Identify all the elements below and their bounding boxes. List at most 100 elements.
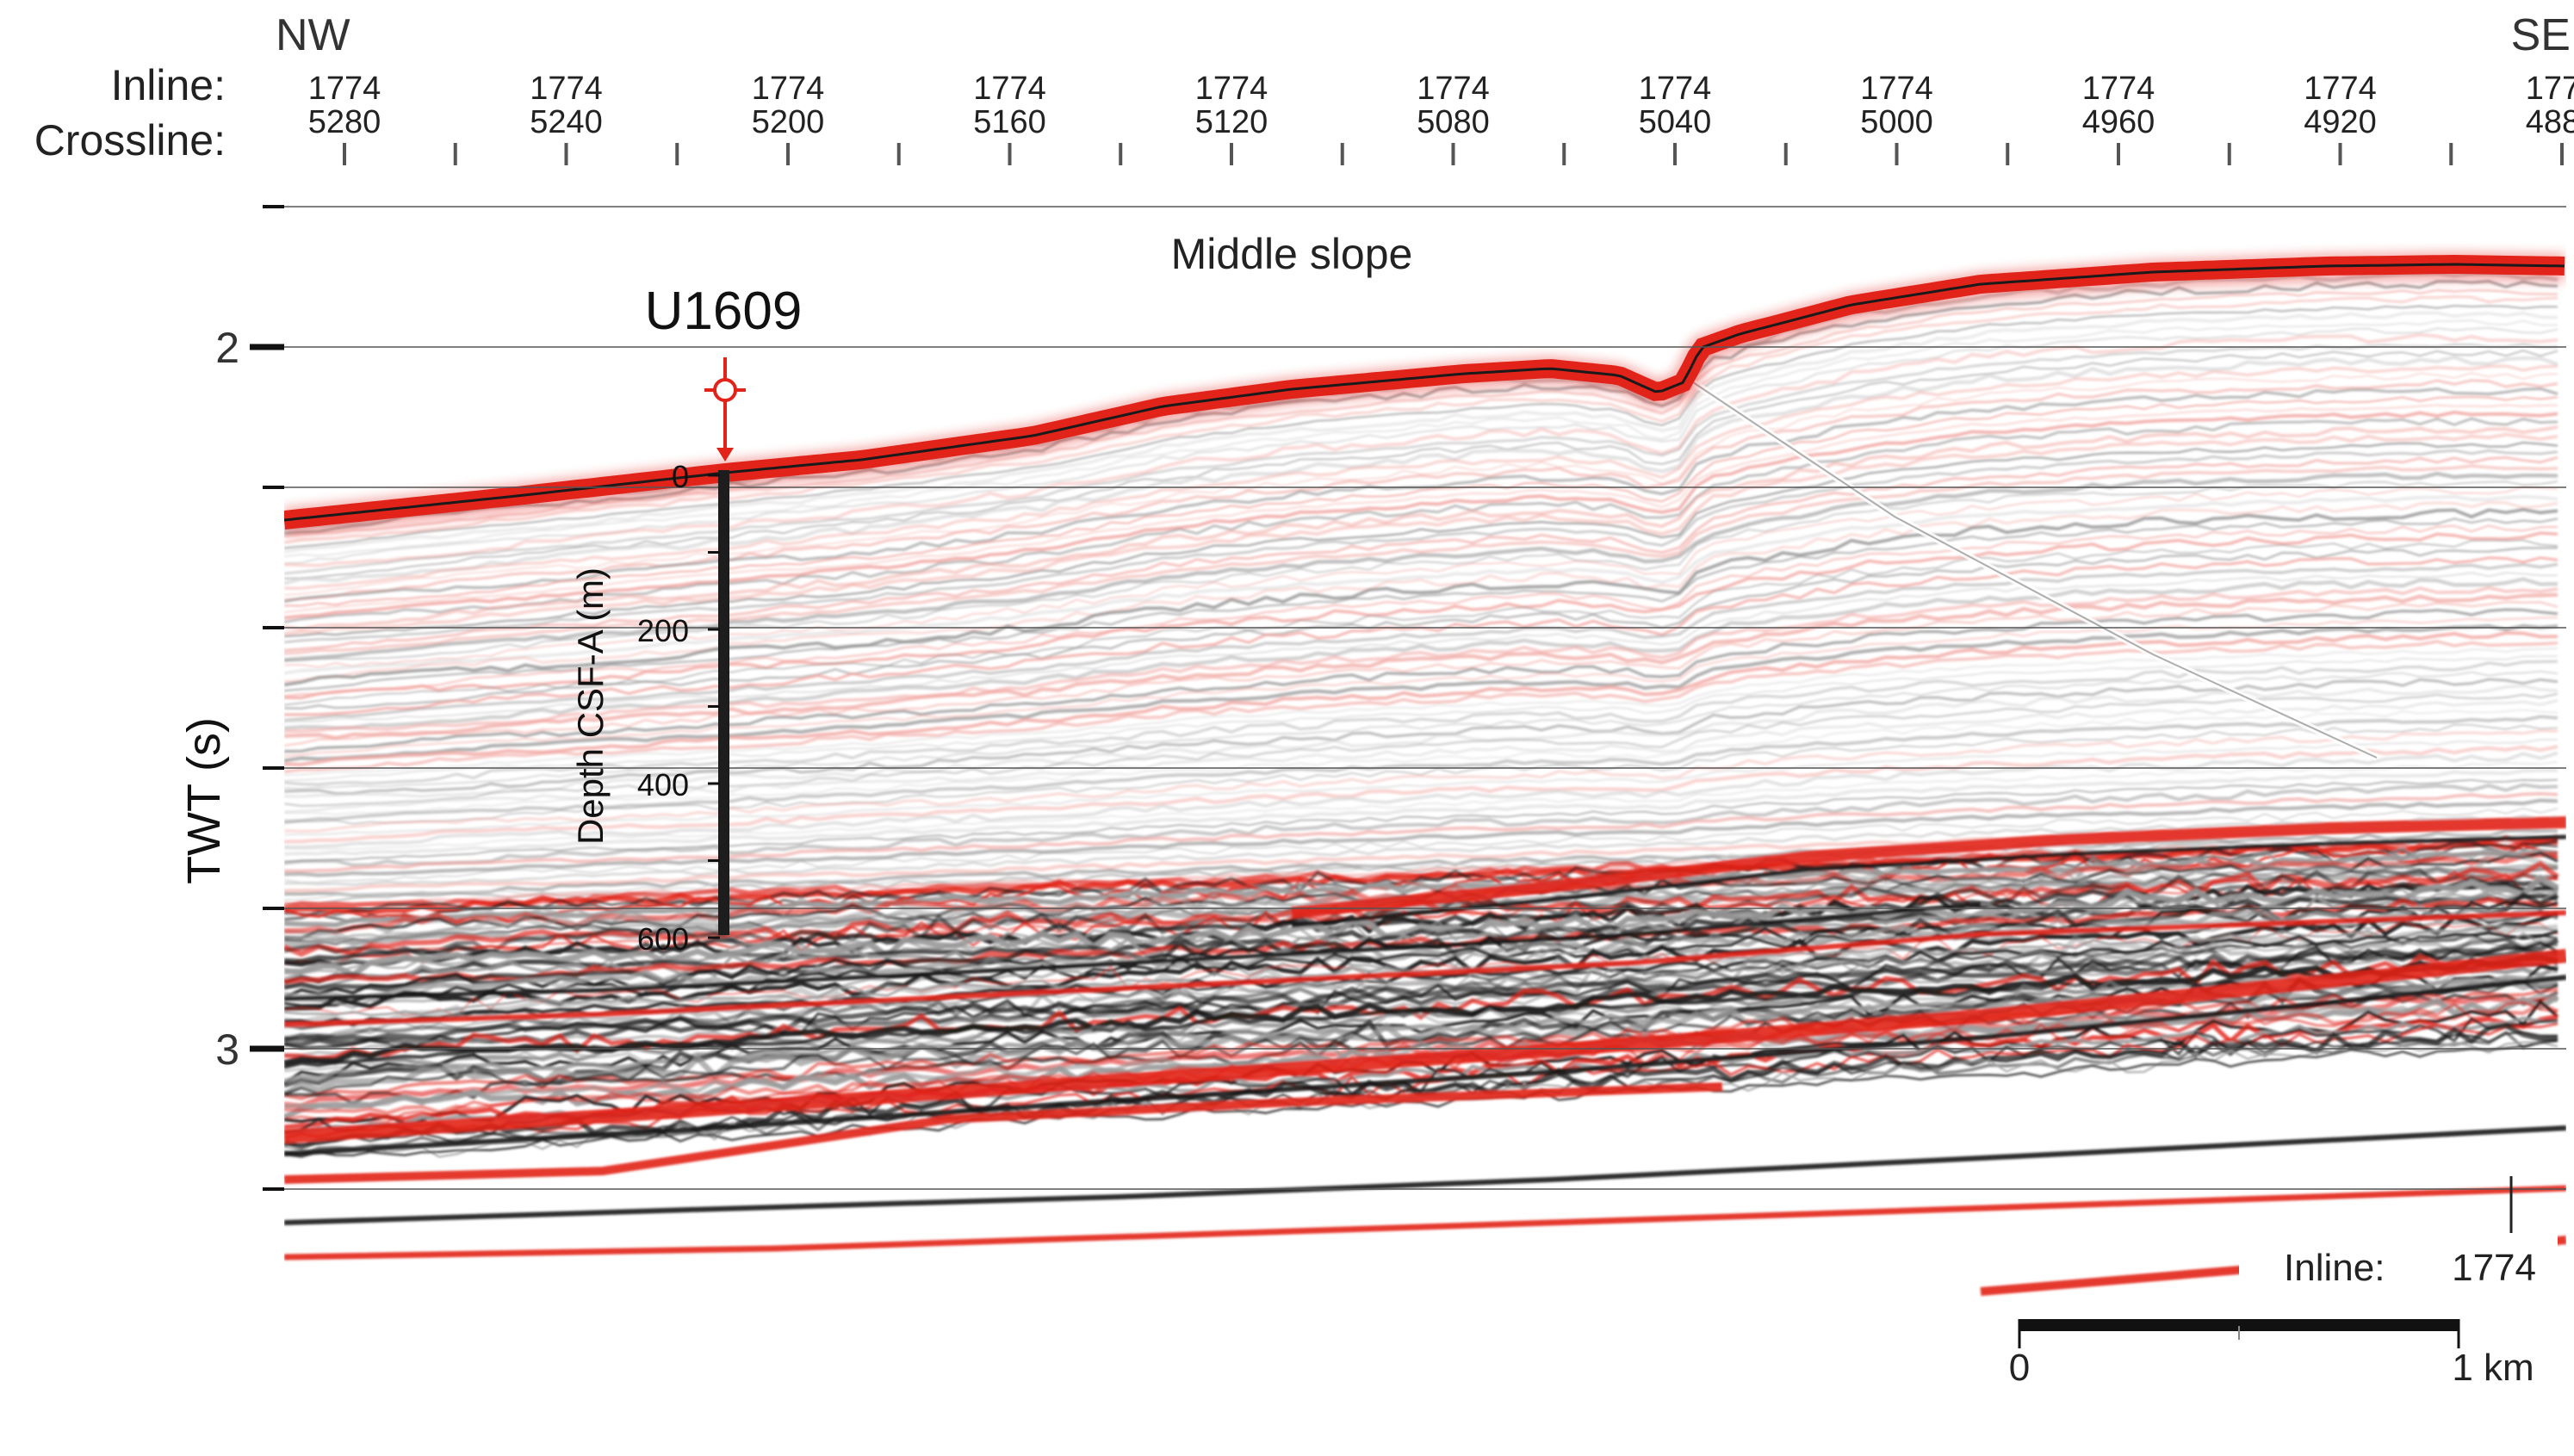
reflector-line — [284, 709, 2558, 815]
strong-reflector — [284, 901, 1982, 1001]
reflector-line — [284, 441, 2558, 638]
reflector-line — [284, 831, 2558, 901]
strong-reflector — [1291, 834, 2566, 928]
depth-tick-label: 200 — [637, 613, 689, 648]
reflector-line — [284, 715, 2558, 823]
inline-row-label: Inline: — [111, 61, 226, 109]
reflector-line — [284, 828, 2558, 897]
header-crossline-value: 5280 — [308, 104, 381, 140]
header-crossline-value: 4880 — [2526, 104, 2574, 140]
header-inline-value: 1774 — [1860, 71, 1933, 107]
strong-reflector — [284, 949, 2566, 1143]
reflector-line — [284, 738, 2558, 836]
reflector-line — [284, 326, 2558, 565]
scale-bar-start-label: 0 — [2009, 1347, 2030, 1389]
depth-ticks: 0 200 400 600 — [637, 459, 720, 957]
reflector-line — [284, 500, 2558, 684]
reflector-line — [284, 507, 2558, 687]
header-crossline-value: 5160 — [973, 104, 1046, 140]
twt-tick-label: 2 — [215, 324, 239, 372]
header-crossline-value: 5000 — [1860, 104, 1933, 140]
header-inline-value: 1774 — [530, 71, 603, 107]
site-u1609: U1609 0 200 400 600 Depth CSF-A (m) — [570, 282, 802, 957]
header-inline-value: 1774 — [1417, 71, 1490, 107]
reflector-line — [284, 684, 2558, 798]
twt-axis-label: TWT (s) — [178, 717, 230, 884]
reflector-line — [284, 524, 2558, 697]
depth-bar — [718, 470, 729, 935]
reflector-line — [284, 729, 2558, 833]
reflector-line — [284, 432, 2558, 635]
twt-axis: 23 — [215, 205, 284, 1191]
header-crossline-value: 4960 — [2082, 104, 2155, 140]
site-name: U1609 — [645, 282, 803, 341]
reflector-line — [284, 464, 2558, 655]
reflector-line — [284, 911, 2558, 1011]
reflector-line — [284, 744, 2558, 844]
reflector-line — [284, 425, 2558, 631]
scale-bar: 0 1 km — [2009, 1319, 2534, 1389]
middle-slope-annotation: Middle slope — [1171, 230, 1413, 278]
depth-tick-label: 600 — [637, 921, 689, 957]
header-crossline-value: 5200 — [752, 104, 825, 140]
seafloor-reflector-black — [284, 263, 2565, 522]
reflector-line — [284, 940, 2558, 1052]
reflector-line — [284, 624, 2558, 763]
reflector-line — [284, 395, 2558, 607]
reflector-line — [284, 517, 2558, 692]
reflector-line — [284, 343, 2558, 575]
reflector-line — [284, 783, 2558, 867]
depth-axis-label: Depth CSF-A (m) — [570, 567, 611, 845]
depth-tick-label: 0 — [672, 459, 689, 494]
reflector-line — [284, 364, 2558, 590]
header-crossline-value: 4920 — [2304, 104, 2377, 140]
reflector-line — [284, 417, 2558, 623]
reflector-line — [284, 976, 2558, 1088]
reflector-line — [284, 562, 2558, 722]
inline-box: Inline: 1774 — [2239, 1176, 2558, 1304]
twt-gridlines — [284, 206, 2566, 1190]
header-tick-marks — [343, 143, 2564, 165]
reflector-line — [284, 630, 2558, 766]
reflector-line — [284, 600, 2558, 747]
water-fill — [284, 207, 2566, 517]
header-inline-value: 1774 — [2304, 71, 2377, 107]
header-crossline-value: 5120 — [1195, 104, 1268, 140]
reflector-line — [284, 791, 2558, 873]
reflector-line — [284, 692, 2558, 808]
site-arrow-icon — [716, 448, 734, 462]
reflector-line — [284, 954, 2558, 1061]
reflector-line — [284, 531, 2558, 700]
twt-tick-label: 3 — [215, 1025, 239, 1074]
header-columns: 1774528017745240177452001774516017745120… — [308, 71, 2574, 140]
reflector-line — [284, 963, 2559, 1068]
se-direction-label: SE — [2511, 10, 2571, 60]
reflector-line — [284, 332, 2558, 567]
water-column — [284, 207, 2566, 517]
seafloor-reflector — [284, 251, 2565, 536]
strong-reflector — [284, 1185, 2566, 1261]
strong-reflector — [284, 910, 2566, 1027]
reflector-line — [284, 698, 2558, 814]
header-crossline-value: 5240 — [530, 104, 603, 140]
reflector-line — [284, 647, 2558, 777]
reflector-line — [284, 798, 2558, 877]
reflector-line — [284, 616, 2558, 758]
reflector-line — [284, 585, 2558, 734]
reflector-line — [284, 305, 2558, 549]
reflector-line — [284, 760, 2558, 851]
inline-box-value: 1774 — [2452, 1247, 2536, 1289]
reflector-line — [284, 355, 2558, 585]
reflector-line — [284, 539, 2558, 706]
header-inline-value: 1774 — [1195, 71, 1268, 107]
reflector-line — [284, 480, 2558, 662]
header-inline-value: 1774 — [2526, 71, 2574, 107]
scale-bar-end-label: 1 km — [2452, 1347, 2534, 1389]
strong-reflector — [284, 975, 2566, 1156]
depth-tick-label: 400 — [637, 767, 689, 802]
reflector-line — [284, 768, 2558, 856]
reflector-line — [284, 288, 2558, 538]
reflector-line — [284, 295, 2558, 544]
reflector-line — [284, 455, 2558, 652]
reflector-line — [284, 640, 2558, 774]
